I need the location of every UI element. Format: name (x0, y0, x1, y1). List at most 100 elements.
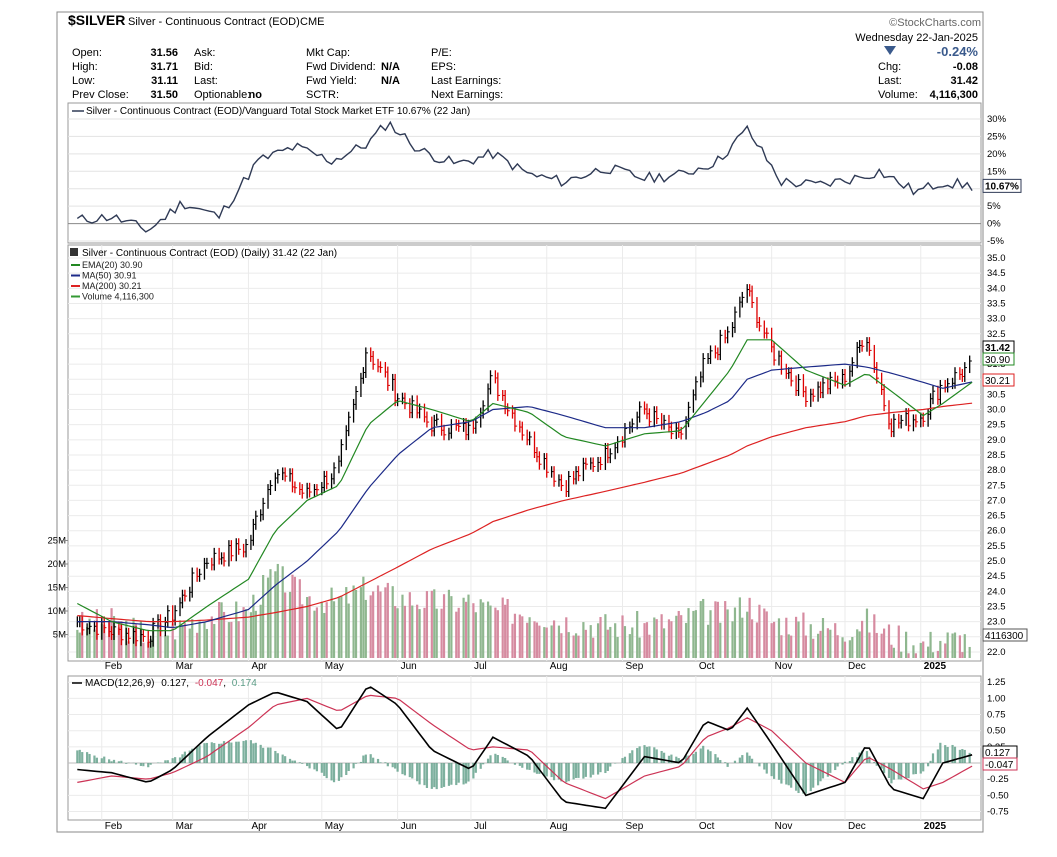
volume-bar (250, 612, 252, 658)
macd-histogram-bar (653, 747, 655, 763)
macd-histogram-bar (108, 759, 110, 763)
volume-bar (856, 629, 858, 658)
volume-bar (717, 602, 719, 658)
volume-bar (624, 626, 626, 658)
volume-bar (834, 623, 836, 658)
macd-histogram-bar (338, 763, 340, 781)
volume-bar (352, 586, 354, 658)
volume-bar (749, 598, 751, 658)
macd-histogram-bar (829, 763, 831, 773)
volume-bar (727, 609, 729, 658)
macd-histogram-bar (568, 763, 570, 781)
macd-histogram-bar (348, 763, 350, 771)
macd-histogram-bar (607, 763, 609, 771)
volume-bar (174, 639, 176, 658)
volume-bar (893, 648, 895, 658)
volume-bar (907, 653, 909, 658)
volume-bar (497, 610, 499, 658)
volume-bar (932, 652, 934, 658)
volume-bar (585, 630, 587, 658)
ratio-y-tick: 25% (987, 131, 1007, 142)
volume-bar (211, 616, 213, 658)
macd-histogram-bar (944, 745, 946, 763)
macd-histogram-bar (433, 763, 435, 787)
macd-panel: MACD(12,26,9) 0.127, -0.047, 0.174 1.251… (68, 676, 1017, 832)
ratio-panel-frame (68, 103, 981, 243)
volume-bar (431, 591, 433, 658)
volume-bar (416, 605, 418, 658)
macd-histogram-bar (113, 760, 115, 763)
macd-histogram-bar (416, 763, 418, 781)
macd-legend-value: 0.127 (161, 678, 186, 689)
volume-bar (582, 622, 584, 658)
macd-histogram-bar (866, 751, 868, 763)
volume-bar (900, 652, 902, 658)
macd-histogram-bar (494, 754, 496, 763)
price-y-tick: 33.5 (987, 298, 1006, 309)
macd-histogram-bar (245, 740, 247, 763)
macd-histogram-bar (306, 763, 308, 766)
macd-histogram-bar (436, 763, 438, 789)
macd-histogram-bar (313, 763, 315, 769)
volume-bar (206, 629, 208, 658)
macd-histogram-bar (228, 742, 230, 763)
macd-histogram-bar (526, 763, 528, 770)
price-y-tick: 30.0 (987, 405, 1006, 416)
macd-right-label: 0.127 (985, 748, 1010, 759)
macd-histogram-bar (147, 763, 149, 767)
volume-bar (841, 637, 843, 658)
macd-histogram-bar (837, 763, 839, 766)
macd-histogram-bar (370, 754, 372, 763)
macd-histogram-bar (164, 760, 166, 763)
macd-histogram-bar (274, 751, 276, 763)
volume-bar (805, 636, 807, 658)
price-legend-item: EMA(20) 30.90 (82, 260, 143, 270)
volume-bar (323, 613, 325, 658)
volume-bar (426, 591, 428, 658)
price-legend-item: MA(50) 30.91 (82, 271, 137, 281)
field-label: Last Earnings: (431, 75, 501, 87)
macd-month-tick: Aug (550, 821, 568, 832)
volume-bar (685, 623, 687, 658)
volume-bar (859, 631, 861, 658)
price-y-tick: 29.0 (987, 435, 1006, 446)
macd-histogram-bar (330, 763, 332, 780)
volume-bar (678, 611, 680, 658)
macd-histogram-bar (362, 756, 364, 764)
ratio-panel: Silver - Continuous Contract (EOD)/Vangu… (68, 103, 1021, 247)
volume-bar (734, 608, 736, 658)
macd-histogram-bar (599, 763, 601, 772)
macd-histogram-bar (565, 763, 567, 782)
macd-histogram-bar (646, 747, 648, 763)
volume-bar (411, 606, 413, 658)
macd-month-tick: Nov (775, 821, 793, 832)
volume-bar (876, 633, 878, 658)
macd-histogram-bar (125, 763, 127, 764)
volume-bar (238, 621, 240, 658)
macd-histogram-bar (751, 759, 753, 763)
macd-histogram-bar (284, 756, 286, 763)
volume-bar (213, 624, 215, 658)
volume-bar (299, 579, 301, 658)
macd-histogram-bar (379, 762, 381, 763)
volume-bar (687, 608, 689, 658)
volume-bar (947, 632, 949, 658)
volume-bar (384, 587, 386, 658)
macd-histogram-bar (443, 763, 445, 787)
macd-histogram-bar (301, 763, 303, 764)
price-y-tick: 30.5 (987, 389, 1006, 400)
macd-histogram-bar (797, 763, 799, 793)
ratio-y-tick: 0% (987, 219, 1001, 230)
volume-bar (372, 591, 374, 658)
price-y-tick: 34.0 (987, 283, 1006, 294)
volume-bar (898, 626, 900, 658)
volume-bar (746, 612, 748, 658)
macd-histogram-bar (778, 763, 780, 780)
volume-bar (467, 595, 469, 658)
macd-histogram-bar (345, 763, 347, 775)
volume-bar (888, 624, 890, 658)
macd-histogram-bar (277, 753, 279, 763)
macd-histogram-bar (719, 760, 721, 763)
macd-histogram-bar (392, 763, 394, 767)
